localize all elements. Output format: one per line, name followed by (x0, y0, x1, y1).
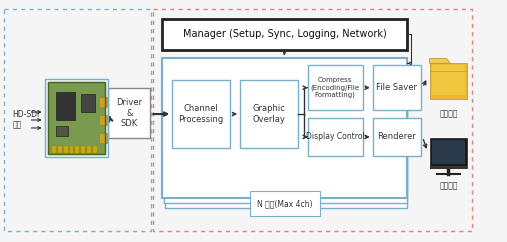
Text: 파일저장: 파일저장 (439, 109, 458, 118)
Bar (56, 92, 76, 120)
Text: N 왼닐(Max 4ch): N 왼닐(Max 4ch) (257, 199, 313, 208)
Bar (165, 68, 407, 207)
Bar (373, 65, 420, 110)
Bar (308, 118, 363, 156)
Polygon shape (429, 63, 467, 99)
Bar (45, 79, 108, 157)
Bar (99, 115, 107, 125)
Bar (162, 19, 407, 50)
Bar (69, 146, 74, 153)
Bar (82, 94, 95, 112)
Bar (99, 97, 107, 107)
Bar (240, 80, 298, 148)
Bar (93, 146, 97, 153)
Bar (153, 9, 473, 231)
Bar (56, 126, 67, 136)
Text: Driver
&
SDK: Driver & SDK (116, 98, 142, 128)
Bar (76, 146, 80, 153)
Bar (57, 146, 61, 153)
Bar (431, 140, 465, 164)
Bar (172, 80, 230, 148)
Bar (108, 88, 150, 138)
Text: Renderer: Renderer (377, 132, 416, 141)
Text: 화면출력: 화면출력 (439, 182, 458, 191)
Bar (373, 118, 420, 156)
Text: Manager (Setup, Sync, Logging, Network): Manager (Setup, Sync, Logging, Network) (183, 30, 386, 39)
Bar (308, 65, 363, 110)
Bar (99, 133, 107, 143)
Text: Compress
(Encoding/File
Formatting): Compress (Encoding/File Formatting) (311, 77, 360, 98)
Polygon shape (429, 58, 450, 63)
Text: HD-SDI
입력: HD-SDI 입력 (13, 110, 40, 130)
Text: Channel
Processing: Channel Processing (178, 104, 224, 124)
Text: File Saver: File Saver (376, 83, 417, 92)
Bar (48, 82, 105, 154)
Bar (87, 146, 91, 153)
Bar (431, 65, 465, 95)
Bar (82, 146, 86, 153)
Bar (429, 138, 467, 168)
Bar (162, 58, 407, 197)
Bar (164, 63, 407, 203)
Bar (48, 82, 105, 154)
Bar (52, 146, 56, 153)
Text: Graphic
Overlay: Graphic Overlay (252, 104, 285, 124)
Bar (4, 9, 151, 231)
Bar (63, 146, 67, 153)
Text: Display Control: Display Control (306, 132, 365, 141)
Bar (429, 166, 467, 169)
